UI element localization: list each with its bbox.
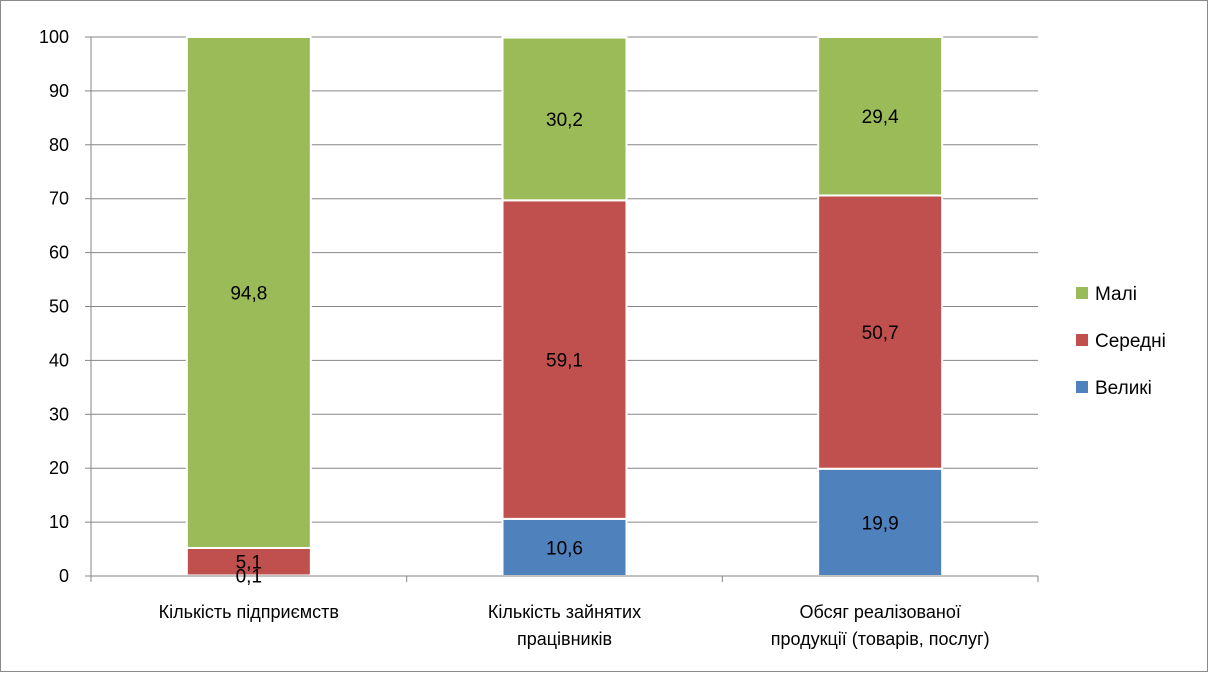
legend-label: Великі [1095,378,1152,399]
legend: Малі Середні Великі [1076,284,1166,399]
y-tick-label: 20 [49,458,69,478]
data-label: 30,2 [546,110,583,131]
bars [185,36,944,578]
x-category-label-line: Кількість підприємств [159,602,339,622]
data-label: 94,8 [230,283,267,304]
x-category-label-line: працівників [517,629,612,649]
x-category-label: Кількість зайнятих працівників [488,602,641,649]
y-tick-label: 90 [49,81,69,101]
bar-segment [817,36,944,197]
x-category-label-line: Кількість зайнятих [488,602,641,622]
legend-swatch [1076,334,1088,346]
axes [85,36,1039,582]
data-label: 29,4 [862,107,899,128]
bar-segment [501,199,628,520]
data-labels: 0,15,1 94,8 10,6 59,1 30,2 19,9 50,7 29,4 [230,107,899,587]
x-category-labels: Кількість підприємств Кількість зайнятих п… [159,602,990,649]
x-category-label: Обсяг реалізованої продукції (товарів, по… [771,602,990,649]
y-tick-label: 10 [49,512,69,532]
bar-segment [817,194,944,470]
x-category-label-line: продукції (товарів, послуг) [771,629,990,649]
data-label: 10,6 [546,538,583,559]
y-tick-label: 60 [49,243,69,263]
x-category-label-line: Обсяг реалізованої [799,602,960,622]
y-tick-label: 30 [49,404,69,424]
legend-swatch [1076,381,1088,393]
data-label: 19,9 [862,513,899,534]
data-label: 59,1 [546,351,583,372]
y-tick-label: 0 [59,566,69,586]
legend-label: Середні [1095,331,1166,352]
data-label: 50,7 [862,323,899,344]
y-tick-label: 70 [49,189,69,209]
bar-segment [501,36,628,202]
y-tick-label: 40 [49,350,69,370]
y-tick-label: 100 [39,27,69,47]
legend-swatch [1076,287,1088,299]
data-label: 0,1 [236,567,262,588]
bar-segment [185,36,312,549]
data-label: 5,1 [236,553,262,574]
legend-label: Малі [1095,284,1137,305]
bar-segment [817,467,944,578]
y-tick-labels: 0 10 20 30 40 50 60 70 80 90 100 [39,27,69,586]
bar-segment [185,546,312,577]
y-tick-label: 80 [49,135,69,155]
y-tick-label: 50 [49,297,69,317]
x-category-label: Кількість підприємств [159,602,339,622]
